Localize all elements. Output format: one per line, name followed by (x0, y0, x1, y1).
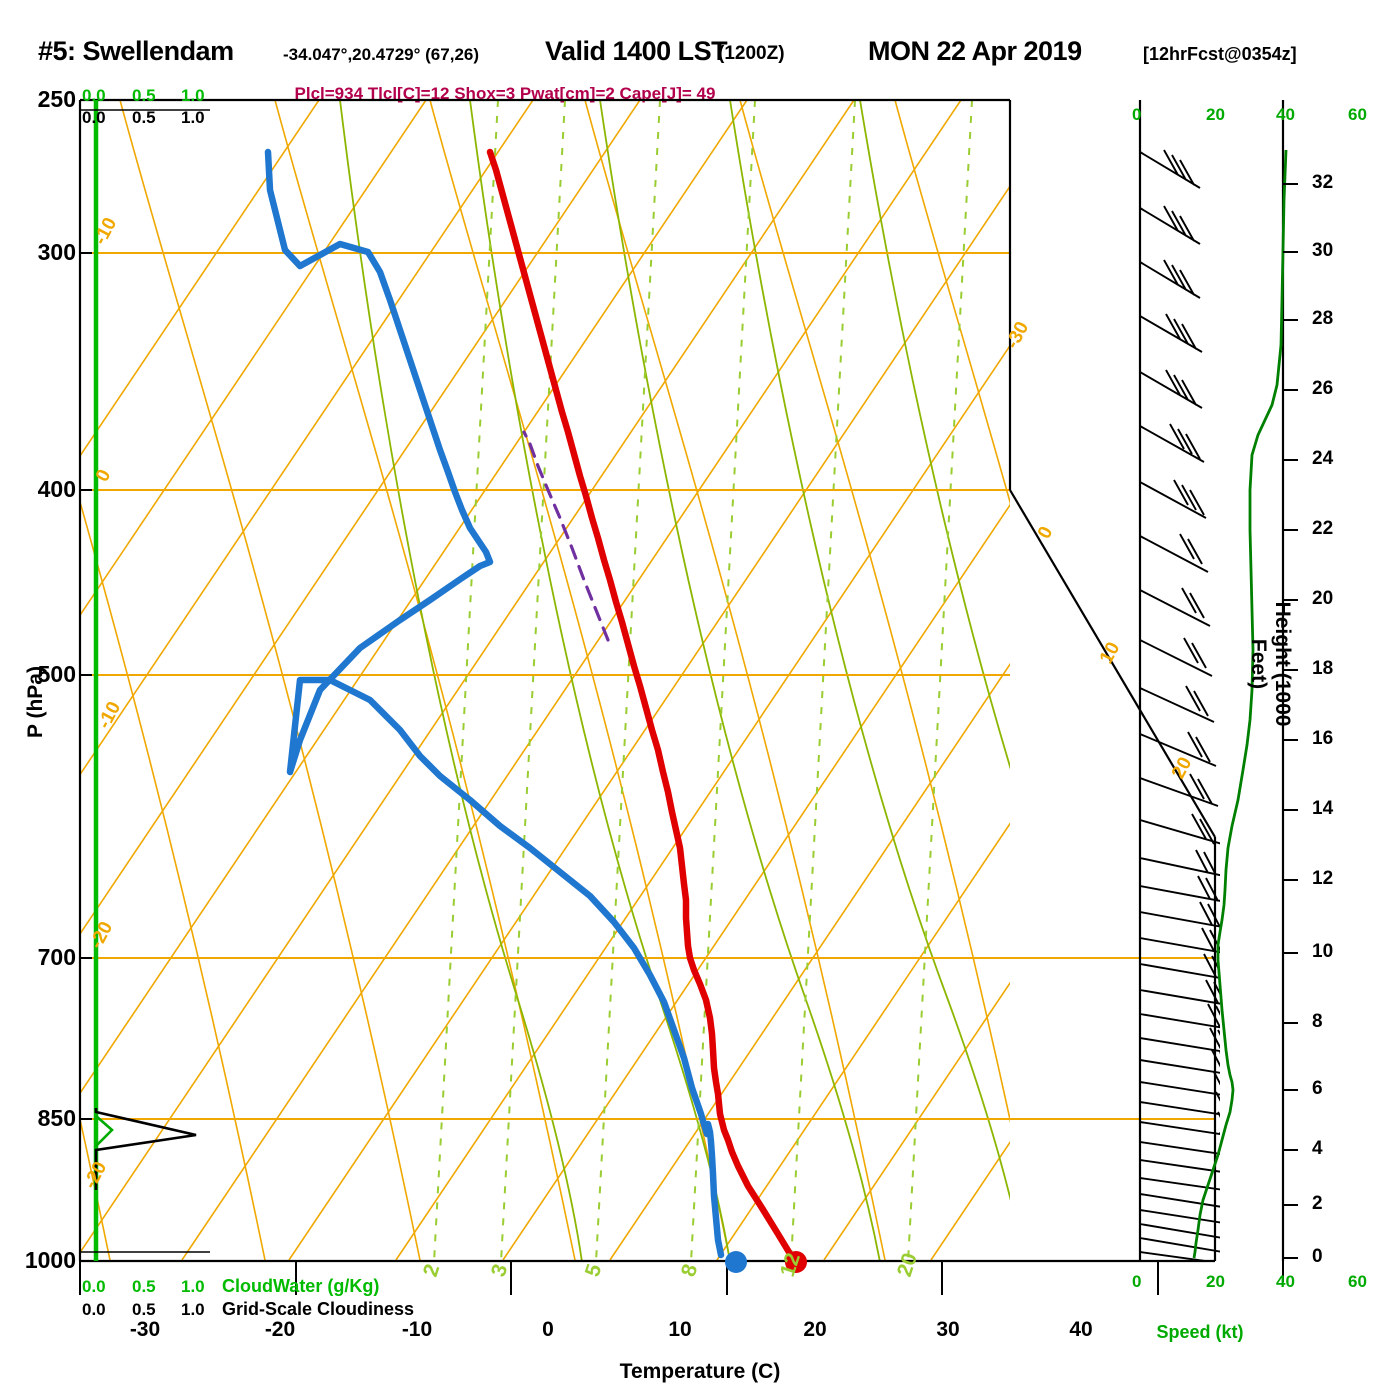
temperature-axis-title: Temperature (C) (619, 1360, 781, 1383)
moist-adiabat-lines (339, 100, 1010, 1260)
svg-text:2: 2 (419, 1261, 444, 1279)
speed-tick-bottom-0: 0 (1132, 1272, 1142, 1291)
cloudiness-tick-bottom-2: 1.0 (181, 1300, 205, 1319)
pressure-tick-700: 700 (37, 944, 76, 970)
height-tick-8: 8 (1312, 1011, 1323, 1032)
mixing-ratio-lines (433, 100, 973, 1260)
pressure-tick-250: 250 (37, 86, 76, 112)
wind-speed-profile (1192, 149, 1288, 1259)
height-axis-title: Height (1000 Feet) (1247, 601, 1294, 727)
temperature-trace (486, 148, 798, 1260)
speed-axis-title: Speed (kt) (1156, 1322, 1244, 1342)
valid-time: Valid 1400 LST (545, 36, 728, 66)
dry-adiabat-lines (80, 100, 1010, 1260)
svg-text:5: 5 (581, 1261, 607, 1280)
temperature-tick-30: 30 (936, 1318, 960, 1341)
pressure-tick-850: 850 (37, 1105, 76, 1131)
cloudiness-tick-top-2: 1.0 (181, 108, 205, 127)
height-tick-16: 16 (1312, 728, 1334, 749)
valid-date: MON 22 Apr 2019 (868, 36, 1082, 66)
temperature-tick-0: 0 (542, 1318, 554, 1341)
cloudwater-tick-top-2: 1.0 (181, 86, 205, 105)
plot-frame (78, 98, 1217, 1263)
temperature-tick-10: 10 (668, 1318, 692, 1341)
temperature-tick-20: 20 (803, 1318, 827, 1341)
pressure-tick-500: 500 (37, 661, 76, 687)
pressure-tick-300: 300 (37, 239, 76, 265)
cloudiness-tick-bottom-0: 0.0 (82, 1300, 106, 1319)
height-tick-18: 18 (1312, 658, 1334, 679)
cloudwater-profile (95, 1115, 114, 1147)
cloudiness-axis-label: Grid-Scale Cloudiness (222, 1299, 415, 1319)
speed-tick-bottom-1: 20 (1206, 1272, 1225, 1291)
speed-tick-top-1: 20 (1206, 105, 1225, 124)
height-tick-6: 6 (1312, 1078, 1323, 1099)
speed-tick-top-3: 60 (1348, 105, 1367, 124)
height-tick-10: 10 (1312, 941, 1334, 962)
pressure-tick-1000: 1000 (24, 1247, 76, 1273)
cloudiness-tick-top-1: 0.5 (132, 108, 156, 127)
station-coordinates: -34.047°,20.4729° (67,26) (283, 45, 480, 64)
temperature-tick--20: -20 (264, 1318, 296, 1341)
station-title: #5: Swellendam (38, 36, 234, 66)
cloudwater-tick-top-1: 0.5 (132, 86, 156, 105)
height-ticks (1283, 183, 1298, 1259)
dewpoint-trace (264, 148, 725, 1259)
cloud-axis (80, 100, 210, 1261)
cloudwater-tick-bottom-2: 1.0 (181, 1277, 205, 1296)
isobar-lines (80, 252, 1215, 1262)
surface-dewpoint-marker (725, 1251, 747, 1273)
speed-tick-top-0: 0 (1132, 105, 1142, 124)
cloudwater-tick-bottom-0: 0.0 (82, 1277, 106, 1296)
mixing-ratio-value-labels: 2 3 5 8 12 20 (419, 1250, 922, 1279)
height-tick-24: 24 (1312, 448, 1334, 469)
svg-text:-10: -10 (94, 698, 125, 732)
height-tick-20: 20 (1312, 588, 1334, 609)
cloudiness-tick-bottom-1: 0.5 (132, 1300, 156, 1319)
height-tick-30: 30 (1312, 240, 1334, 261)
svg-text:3: 3 (487, 1261, 512, 1279)
cloudwater-tick-top-0: 0.0 (82, 86, 106, 105)
cloudiness-tick-top-0: 0.0 (82, 108, 106, 127)
surface-temperature-marker (785, 1251, 807, 1273)
speed-tick-top-2: 40 (1276, 105, 1295, 124)
grid-scale-cloudiness-profile (94, 1108, 197, 1190)
wind-barbs (1139, 149, 1220, 1260)
svg-text:20: 20 (893, 1250, 922, 1279)
svg-text:-20: -20 (80, 1158, 111, 1192)
svg-text:0: 0 (1034, 523, 1058, 542)
temperature-tick--30: -30 (129, 1318, 161, 1341)
svg-text:-20: -20 (86, 918, 117, 952)
temperature-tick--10: -10 (401, 1318, 433, 1341)
speed-tick-bottom-2: 40 (1276, 1272, 1295, 1291)
speed-axis-ticks (1139, 100, 1284, 1282)
pressure-axis-title: P (hPa) (24, 666, 47, 738)
height-tick-14: 14 (1312, 798, 1334, 819)
height-tick-22: 22 (1312, 518, 1334, 539)
height-tick-28: 28 (1312, 308, 1334, 329)
pressure-ticks (80, 99, 92, 1262)
height-tick-4: 4 (1312, 1138, 1323, 1159)
speed-tick-bottom-3: 60 (1348, 1272, 1367, 1291)
parcel-trace (522, 430, 610, 642)
temperature-ticks (79, 1261, 1159, 1295)
svg-text:8: 8 (677, 1261, 703, 1280)
height-tick-12: 12 (1312, 868, 1334, 889)
forecast-tag: [12hrFcst@0354z] (1143, 44, 1297, 64)
height-tick-32: 32 (1312, 172, 1334, 193)
isotherm-value-labels: -10 0 -10 -20 -20 -30 0 10 20 (80, 214, 1196, 1192)
pressure-tick-400: 400 (37, 476, 76, 502)
svg-text:-30: -30 (1002, 318, 1033, 352)
cloudwater-axis-label: CloudWater (g/Kg) (222, 1276, 380, 1296)
height-tick-2: 2 (1312, 1193, 1323, 1214)
temperature-tick-40: 40 (1069, 1318, 1093, 1341)
height-tick-26: 26 (1312, 378, 1334, 399)
sounding-parameters: Plcl=934 Tlcl[C]=12 Shox=3 Pwat[cm]=2 Ca… (294, 84, 716, 103)
isotherm-lines (80, 100, 1010, 1260)
cloudwater-tick-bottom-1: 0.5 (132, 1277, 156, 1296)
valid-time-zulu: (1200Z) (718, 43, 785, 64)
height-tick-0: 0 (1312, 1246, 1323, 1267)
